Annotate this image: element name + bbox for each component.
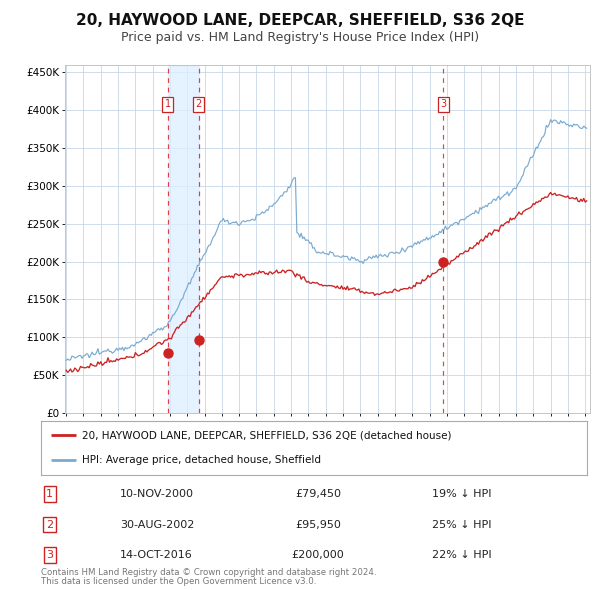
Text: 22% ↓ HPI: 22% ↓ HPI (432, 550, 491, 560)
Text: HPI: Average price, detached house, Sheffield: HPI: Average price, detached house, Shef… (82, 455, 321, 466)
Text: 3: 3 (440, 99, 446, 109)
Text: 3: 3 (46, 550, 53, 560)
Text: £95,950: £95,950 (295, 520, 341, 529)
Text: This data is licensed under the Open Government Licence v3.0.: This data is licensed under the Open Gov… (41, 578, 316, 586)
Text: 14-OCT-2016: 14-OCT-2016 (120, 550, 193, 560)
Text: £79,450: £79,450 (295, 489, 341, 499)
Text: 20, HAYWOOD LANE, DEEPCAR, SHEFFIELD, S36 2QE: 20, HAYWOOD LANE, DEEPCAR, SHEFFIELD, S3… (76, 13, 524, 28)
Bar (167, 65, 199, 413)
Text: 19% ↓ HPI: 19% ↓ HPI (432, 489, 491, 499)
Text: Price paid vs. HM Land Registry's House Price Index (HPI): Price paid vs. HM Land Registry's House … (121, 31, 479, 44)
Text: 1: 1 (164, 99, 170, 109)
Text: 1: 1 (46, 489, 53, 499)
Text: 20, HAYWOOD LANE, DEEPCAR, SHEFFIELD, S36 2QE (detached house): 20, HAYWOOD LANE, DEEPCAR, SHEFFIELD, S3… (82, 430, 451, 440)
Text: 10-NOV-2000: 10-NOV-2000 (120, 489, 194, 499)
Text: 2: 2 (196, 99, 202, 109)
Text: Contains HM Land Registry data © Crown copyright and database right 2024.: Contains HM Land Registry data © Crown c… (41, 568, 376, 577)
Text: 30-AUG-2002: 30-AUG-2002 (120, 520, 194, 529)
Text: 2: 2 (46, 520, 53, 529)
Text: £200,000: £200,000 (292, 550, 344, 560)
Text: 25% ↓ HPI: 25% ↓ HPI (432, 520, 491, 529)
